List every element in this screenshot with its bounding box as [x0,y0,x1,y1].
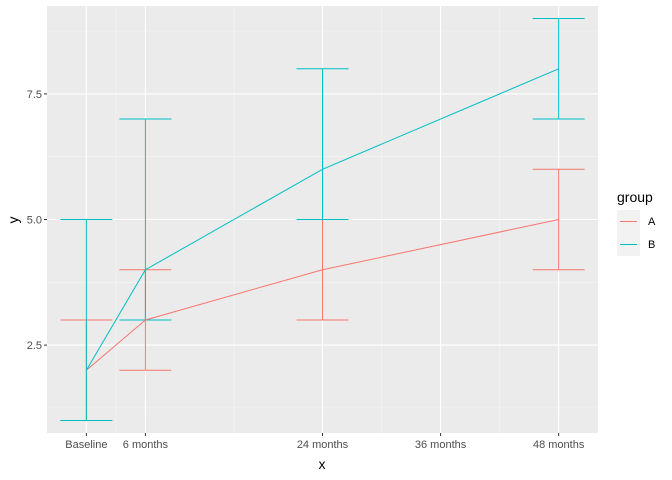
error-bars [60,18,585,421]
legend-label-A: A [648,216,656,228]
legend: group AB [617,189,656,256]
x-tick-label: Baseline [65,439,107,451]
series-line-A [86,219,559,371]
x-tick-label: 24 months [297,439,349,451]
x-axis: Baseline 6 months 24 months 36 months 48 mon… [65,433,585,451]
series-line-B [85,68,559,371]
y-tick-label: 5.0 [27,215,42,227]
series-lines [85,68,559,371]
y-tick-label: 2.5 [27,340,42,352]
y-axis-title: y [5,217,21,224]
y-axis: 2.5 5.0 7.5 [27,89,47,352]
y-tick-label: 7.5 [27,89,42,101]
x-tick-label: 36 months [415,439,467,451]
legend-label-B: B [648,239,655,251]
x-axis-title: x [319,456,326,472]
x-tick-label: 6 months [123,439,169,451]
legend-title: group [617,189,653,205]
x-tick-label: 48 months [533,439,585,451]
